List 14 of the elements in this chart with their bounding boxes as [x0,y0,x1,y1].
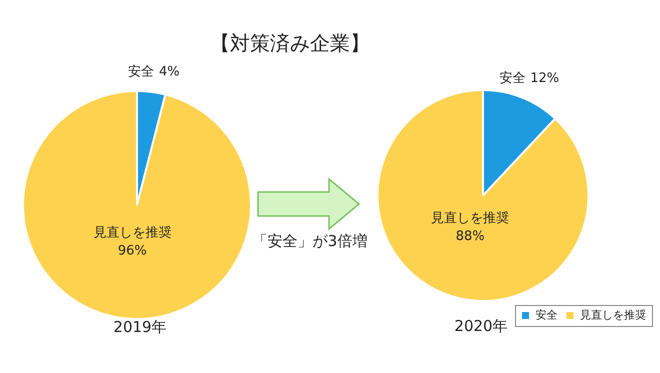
slice-label: 安全 [499,70,526,86]
text: 2019年 [113,318,167,337]
slice-label: 安全 [128,63,154,80]
data-label: 96% [118,244,147,259]
text: 【対策済み企業】 [210,30,370,57]
data-label: 12% [530,71,560,86]
slice-label: 見直しを推奨 [93,226,172,241]
legend-label: 安全 [536,308,558,322]
text: 2020年 [454,317,508,336]
data-label: 88% [456,229,485,244]
slice-label: 見直しを推奨 [431,211,510,226]
legend-label: 見直しを推奨 [580,308,646,322]
text: 「安全」が3倍増 [252,232,368,251]
data-label: 4% [158,64,180,80]
